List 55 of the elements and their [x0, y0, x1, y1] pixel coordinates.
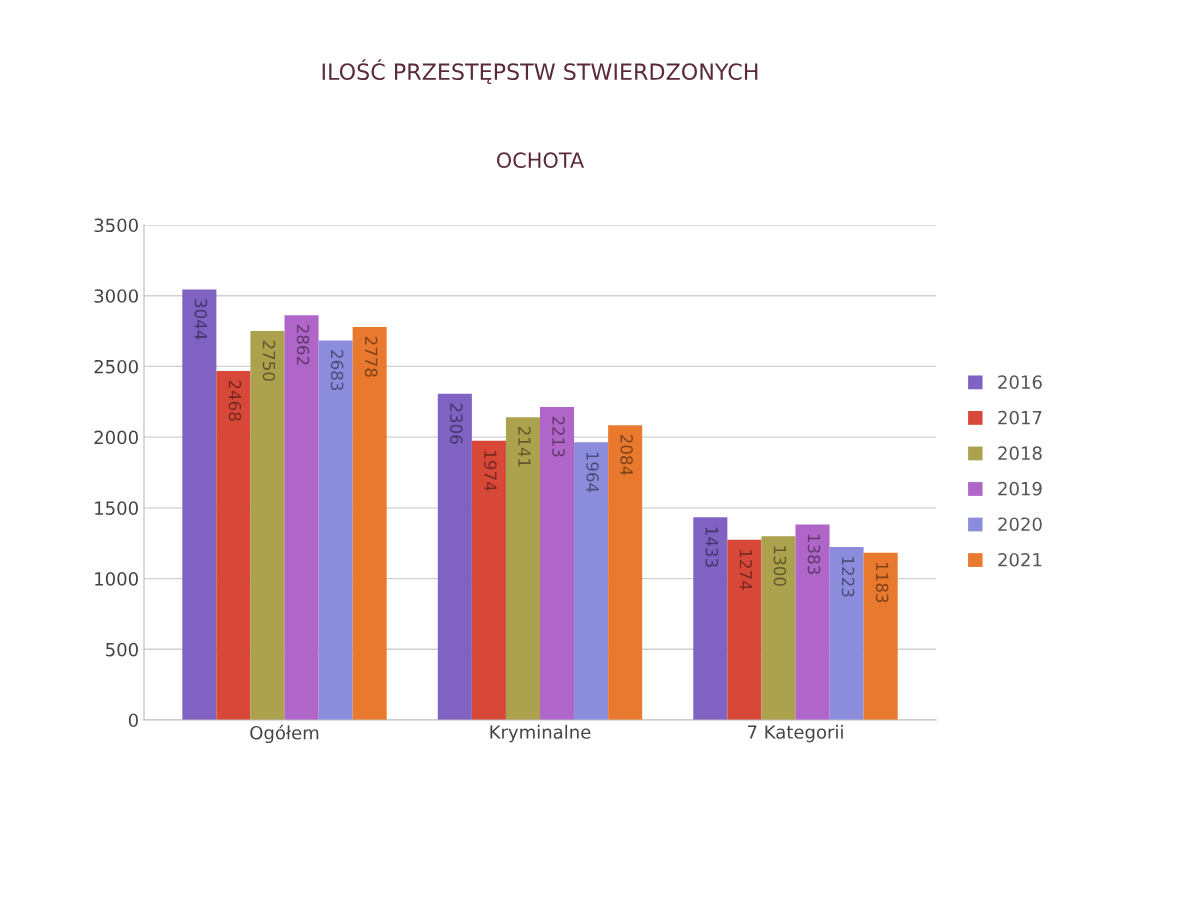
bar [505, 417, 540, 720]
y-tick-label: 3000 [94, 289, 138, 303]
legend-label: 2017 [998, 410, 1042, 425]
bar [608, 425, 643, 720]
bar [216, 370, 251, 720]
bar [761, 536, 796, 720]
data-label: 1300 [773, 546, 787, 586]
y-tick-label: 1500 [95, 501, 138, 515]
data-label: 2213 [552, 416, 565, 457]
data-label: 1183 [875, 563, 889, 603]
bar [727, 539, 762, 720]
chart-title: ILOŚĆ PRZESTĘPSTW STWIERDZONYCH [322, 59, 758, 85]
bar [795, 524, 830, 720]
bar [574, 442, 609, 720]
bar [250, 331, 285, 720]
y-tick-label: 1000 [95, 572, 138, 586]
legend-label: 2018 [998, 446, 1042, 460]
x-tick-label: 7 Kategorii [747, 724, 843, 743]
legend-label: 2021 [998, 552, 1042, 567]
bar [352, 327, 387, 720]
bar [284, 315, 319, 720]
data-label: 1274 [739, 550, 753, 590]
bar [318, 340, 353, 720]
y-tick-label: 2500 [94, 359, 138, 374]
chart-subtitle: OCHOTA [496, 152, 585, 169]
data-label: 1433 [705, 527, 719, 567]
data-label: 2683 [330, 350, 344, 391]
data-label: 2141 [518, 426, 531, 467]
bar [437, 393, 472, 720]
data-label: 3044 [194, 299, 208, 340]
data-label: 2468 [228, 380, 242, 421]
y-tick-label: 2000 [94, 430, 138, 445]
bar [471, 440, 506, 720]
data-label: 2306 [450, 403, 463, 444]
data-label: 2778 [364, 336, 378, 377]
data-label: 2750 [262, 340, 276, 381]
data-label: 2862 [296, 324, 310, 365]
bar [182, 289, 217, 720]
data-label: 2084 [620, 434, 633, 476]
y-tick-label: 0 [128, 713, 138, 728]
x-tick-label: Ogółem [250, 724, 319, 744]
bar [540, 407, 575, 720]
legend-label: 2016 [998, 375, 1042, 389]
y-tick-label: 500 [106, 642, 138, 657]
data-label: 1223 [841, 557, 855, 597]
bar [863, 552, 898, 720]
legend-label: 2020 [998, 517, 1042, 532]
legend-label: 2019 [998, 481, 1042, 496]
data-label: 1383 [807, 534, 821, 574]
bar [693, 517, 728, 720]
bar [829, 547, 864, 720]
data-label: 1974 [484, 451, 497, 491]
x-tick-label: Kryminalne [490, 724, 591, 743]
y-tick-label: 3500 [94, 218, 138, 233]
data-label: 1964 [586, 452, 599, 493]
